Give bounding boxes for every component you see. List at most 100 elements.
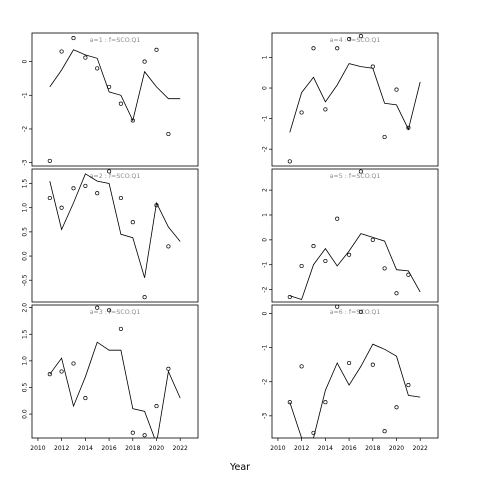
panel-frame: [31, 168, 199, 303]
y-tick-label: -0.5: [22, 274, 29, 286]
panel-5: a=3 : f=SCO.Q1 2.0 1.5 1.0 0.5 0.0 2010 2012 201…: [22, 303, 199, 452]
observed-point: [406, 125, 411, 130]
observed-point: [311, 244, 316, 249]
y-tick-label: 0: [262, 238, 269, 242]
observed-point: [59, 205, 64, 210]
y-tick-label: 0.0: [22, 409, 29, 419]
x-tick-label: 2018: [365, 445, 380, 452]
observed-point: [47, 195, 52, 201]
observed-point: [406, 272, 411, 277]
y-tick-label: -1: [262, 344, 269, 350]
panel-1: a=1 : f=SCO.Q1 0 -1 -2 -3: [22, 32, 199, 167]
observed-point: [118, 326, 123, 331]
observed-point: [95, 191, 100, 196]
observed-point: [287, 400, 292, 405]
x-tick-label: 2022: [413, 445, 428, 452]
panel-strip-label: a=3 : f=SCO.Q1: [90, 309, 141, 316]
fitted-line: [49, 341, 181, 438]
x-tick-label: 2016: [101, 445, 116, 452]
observed-point: [154, 404, 159, 409]
x-tick-label: 2018: [125, 445, 140, 452]
observed-point: [130, 118, 135, 123]
observed-point: [71, 36, 76, 41]
observed-point: [335, 304, 340, 309]
observed-point: [166, 131, 171, 137]
panel-frame: [31, 32, 199, 167]
x-axis-title: Year: [229, 462, 250, 473]
y-tick-label: 1: [262, 55, 269, 59]
y-tick-label: -2: [262, 146, 269, 152]
observed-point: [370, 362, 375, 367]
observed-point: [335, 216, 340, 221]
y-tick-label: 0: [262, 86, 269, 90]
panel-frame: [271, 304, 439, 439]
observed-point: [118, 195, 123, 201]
y-tick-label: 0.5: [22, 227, 29, 237]
observed-point: [358, 309, 363, 314]
panel-2: a=4 : f=SCO.Q1 1 0 -1 -2: [262, 32, 439, 167]
x-tick-label: 2020: [389, 445, 404, 452]
y-tick-label: 1.0: [22, 356, 29, 366]
y-tick-label: -3: [262, 413, 269, 419]
observed-point: [142, 59, 147, 64]
y-tick-label: -1: [262, 262, 269, 268]
y-tick-label: 0: [262, 311, 269, 315]
y-tick-label: 1.0: [22, 203, 29, 213]
observed-point: [370, 64, 375, 69]
x-tick-label: 2012: [54, 445, 69, 452]
observed-point: [154, 203, 159, 208]
observed-point: [382, 266, 387, 271]
observed-point: [107, 308, 112, 313]
y-tick-label: 0.0: [22, 251, 29, 261]
panel-6: a=6 : f=SCO.Q1 0 -1 -2 -3 2010 2012 2014 2016 201…: [262, 304, 439, 452]
observed-point: [130, 430, 135, 435]
y-tick-label: 1: [262, 213, 269, 217]
panel-strip-label: a=1 : f=SCO.Q1: [90, 37, 141, 44]
panel-frame: [271, 32, 439, 167]
observed-point: [287, 159, 292, 164]
y-tick-label: 2.0: [22, 303, 29, 313]
observed-point: [83, 396, 88, 401]
y-tick-label: -3: [22, 159, 29, 165]
observed-point: [59, 369, 64, 374]
observed-point: [83, 55, 88, 60]
observed-point: [311, 430, 316, 435]
panel-frame: [31, 304, 199, 439]
observed-point: [382, 429, 387, 434]
fitted-line: [289, 343, 421, 438]
observed-point: [323, 400, 328, 405]
panel-4: a=5 : f=SCO.Q1 2 1 0 -1 -2: [262, 168, 439, 303]
observed-point: [130, 220, 135, 225]
y-tick-label: -1: [22, 92, 29, 98]
observed-point: [47, 158, 52, 163]
panel-strip-label: a=6 : f=SCO.Q1: [330, 309, 381, 316]
observed-point: [299, 364, 304, 369]
x-tick-label: 2016: [341, 445, 356, 452]
observed-point: [323, 107, 328, 112]
observed-point: [83, 183, 88, 188]
observed-point: [323, 258, 328, 264]
observed-point: [406, 383, 411, 388]
observed-point: [311, 46, 316, 51]
observed-point: [299, 110, 304, 115]
observed-point: [394, 291, 399, 296]
observed-point: [71, 186, 76, 191]
x-tick-label: 2010: [270, 445, 285, 452]
observed-point: [370, 237, 375, 242]
observed-point: [95, 66, 100, 71]
x-tick-label: 2014: [78, 445, 93, 452]
x-tick-label: 2012: [294, 445, 309, 452]
observed-point: [166, 244, 171, 249]
observed-point: [142, 433, 147, 438]
panel-strip-label: a=4 : f=SCO.Q1: [330, 37, 381, 44]
observed-point: [107, 169, 112, 174]
observed-point: [335, 46, 340, 51]
observed-point: [382, 134, 387, 140]
y-tick-label: 0.5: [22, 383, 29, 393]
panels-layer: a=1 : f=SCO.Q1 0 -1 -2 -3 a=4 : f=SCO.Q1 1 0 -1 -…: [22, 32, 439, 452]
observed-point: [347, 252, 352, 257]
y-tick-label: 0: [22, 60, 29, 64]
fitted-line: [49, 173, 181, 278]
observed-point: [299, 263, 304, 269]
